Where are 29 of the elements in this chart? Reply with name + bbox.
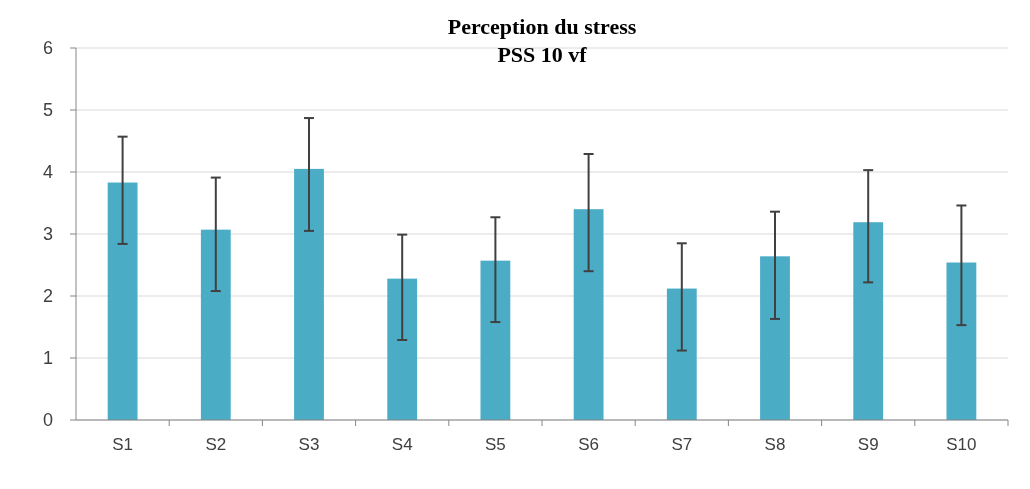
y-tick-label: 3 [42,224,54,245]
bar [853,222,884,420]
y-tick-label: 5 [42,100,54,121]
bar [294,168,324,420]
x-tick-label: S9 [857,435,879,454]
x-tick-label: S7 [671,435,693,454]
x-tick-label: S5 [485,435,506,454]
y-tick-label: 2 [42,286,54,307]
bar [666,288,697,420]
bar [200,229,231,420]
x-tick-label: S10 [946,435,977,454]
x-tick-label: S4 [391,435,413,454]
bar [573,209,604,420]
x-tick-label: S1 [112,435,133,454]
bar [480,260,511,420]
y-tick-label: 0 [42,410,54,431]
bar [760,256,790,420]
y-tick-label: 4 [42,162,54,183]
bar [387,278,418,420]
y-tick-label: 6 [42,38,54,59]
x-tick-label: S2 [205,435,227,454]
bar [107,182,138,420]
x-tick-label: S8 [764,435,786,454]
y-tick-label: 1 [42,348,54,369]
chart-title: Perception du stress [447,14,637,39]
x-tick-label: S3 [298,435,320,454]
bar [946,262,977,420]
x-tick-label: S6 [578,435,599,454]
chart-subtitle: PSS 10 vf [497,42,588,67]
